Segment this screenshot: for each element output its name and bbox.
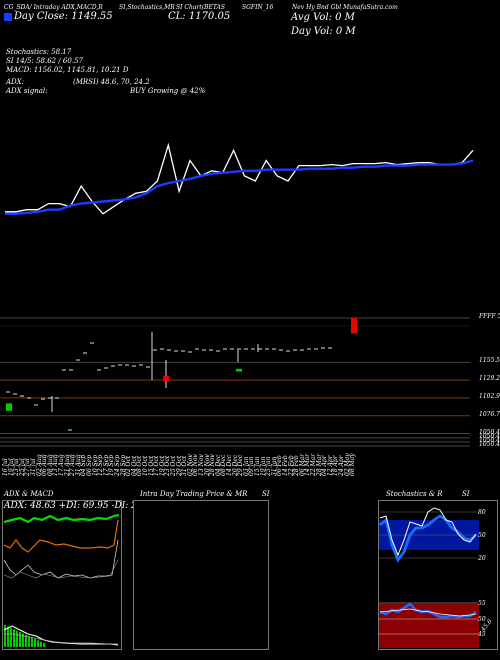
adx-text: ADX: — [6, 78, 25, 86]
stoch-k-line — [379, 507, 477, 557]
macd-bar — [34, 639, 36, 647]
candle-up — [6, 403, 12, 411]
mrsi-text: (MRSI) 48.6, 70, 24.2 — [73, 78, 150, 86]
cl-label: CL: 1170.05 — [168, 11, 231, 22]
stochastics-text: Stochastics: 58.17 — [6, 48, 72, 56]
header-line1: CG_SDA/ Intraday ADX,MACD,R SI,Stochasti… — [4, 4, 398, 11]
rsi-line — [379, 602, 477, 619]
candle-down — [351, 318, 357, 334]
rsi-level-45: 45 — [478, 631, 486, 638]
macd-text: MACD: 1156.02, 1145.81, 10.21 D — [6, 66, 129, 74]
candle-down — [163, 375, 169, 381]
macd-bar — [16, 630, 18, 647]
adx-line — [3, 539, 119, 579]
rsi-level-50: 50 — [478, 616, 486, 623]
stoch-si: SI — [462, 490, 470, 498]
macd-bar — [31, 637, 33, 647]
macd-bar — [40, 641, 42, 647]
price-label: 1050.45 — [479, 428, 500, 436]
rsi-signal-line — [379, 608, 477, 617]
si-text: SI 14/5: 58.62 / 60.57 — [6, 57, 83, 65]
price-label: 1155.5 — [479, 357, 500, 365]
macd-bar — [13, 629, 15, 647]
mrsi-line — [5, 142, 474, 215]
macd-bar — [22, 633, 24, 647]
candle-up — [236, 368, 242, 372]
day-vol-label: Day Vol: 0 M — [291, 26, 356, 37]
intraday-panel — [133, 500, 269, 650]
adx-values: ADX: 48.63 +DI: 69.95 -DI: 24.18 — [4, 501, 157, 511]
plus-di-line — [3, 513, 120, 524]
avg-vol-label: Avg Vol: 0 M — [291, 12, 355, 23]
intraday-si: SI — [262, 490, 270, 498]
stoch-d-line — [379, 514, 477, 563]
price-label: 1129.23 — [479, 375, 500, 383]
adx-macd-title: ADX & MACD — [4, 490, 54, 498]
macd-bar — [25, 634, 27, 647]
header-blue-box — [4, 13, 12, 21]
price-label: 1050.45 — [479, 441, 500, 448]
price-label: 1050.45 — [479, 436, 500, 444]
stoch-level-50: 50 — [478, 532, 486, 539]
minus-di-line — [3, 519, 119, 553]
macd-bar — [37, 640, 39, 647]
macd-bar — [28, 636, 30, 647]
macd-bar — [7, 626, 9, 647]
intraday-title: Intra Day Trading Price & MR — [140, 490, 248, 498]
adx-panel — [2, 500, 122, 650]
stoch-level-80: 80 — [478, 509, 486, 516]
macd-bar — [43, 643, 45, 647]
macd-bar — [19, 632, 21, 647]
price-label: 1050.45 — [479, 432, 500, 440]
price-label: 1102.97 — [479, 392, 500, 400]
adx-signal-text: ADX signal: — [6, 87, 48, 95]
mrsi-signal-line — [5, 159, 474, 216]
buy-text: BUY Growing @ 42% — [130, 87, 206, 95]
macd-bar — [4, 625, 6, 647]
rsi-level-55: 55 — [478, 600, 486, 607]
main-chart — [0, 142, 474, 447]
day-close-label: Day Close: 1149.55 — [14, 11, 113, 22]
price-label: FFFF 58 — [479, 313, 500, 320]
macd-bar — [10, 627, 12, 647]
price-label: 1076.71 — [479, 410, 500, 418]
stoch-level-20: 20 — [478, 555, 486, 562]
macd-signal-line — [4, 633, 118, 645]
adx-signal-line — [3, 559, 119, 579]
stoch-title: Stochastics & R — [386, 490, 443, 498]
